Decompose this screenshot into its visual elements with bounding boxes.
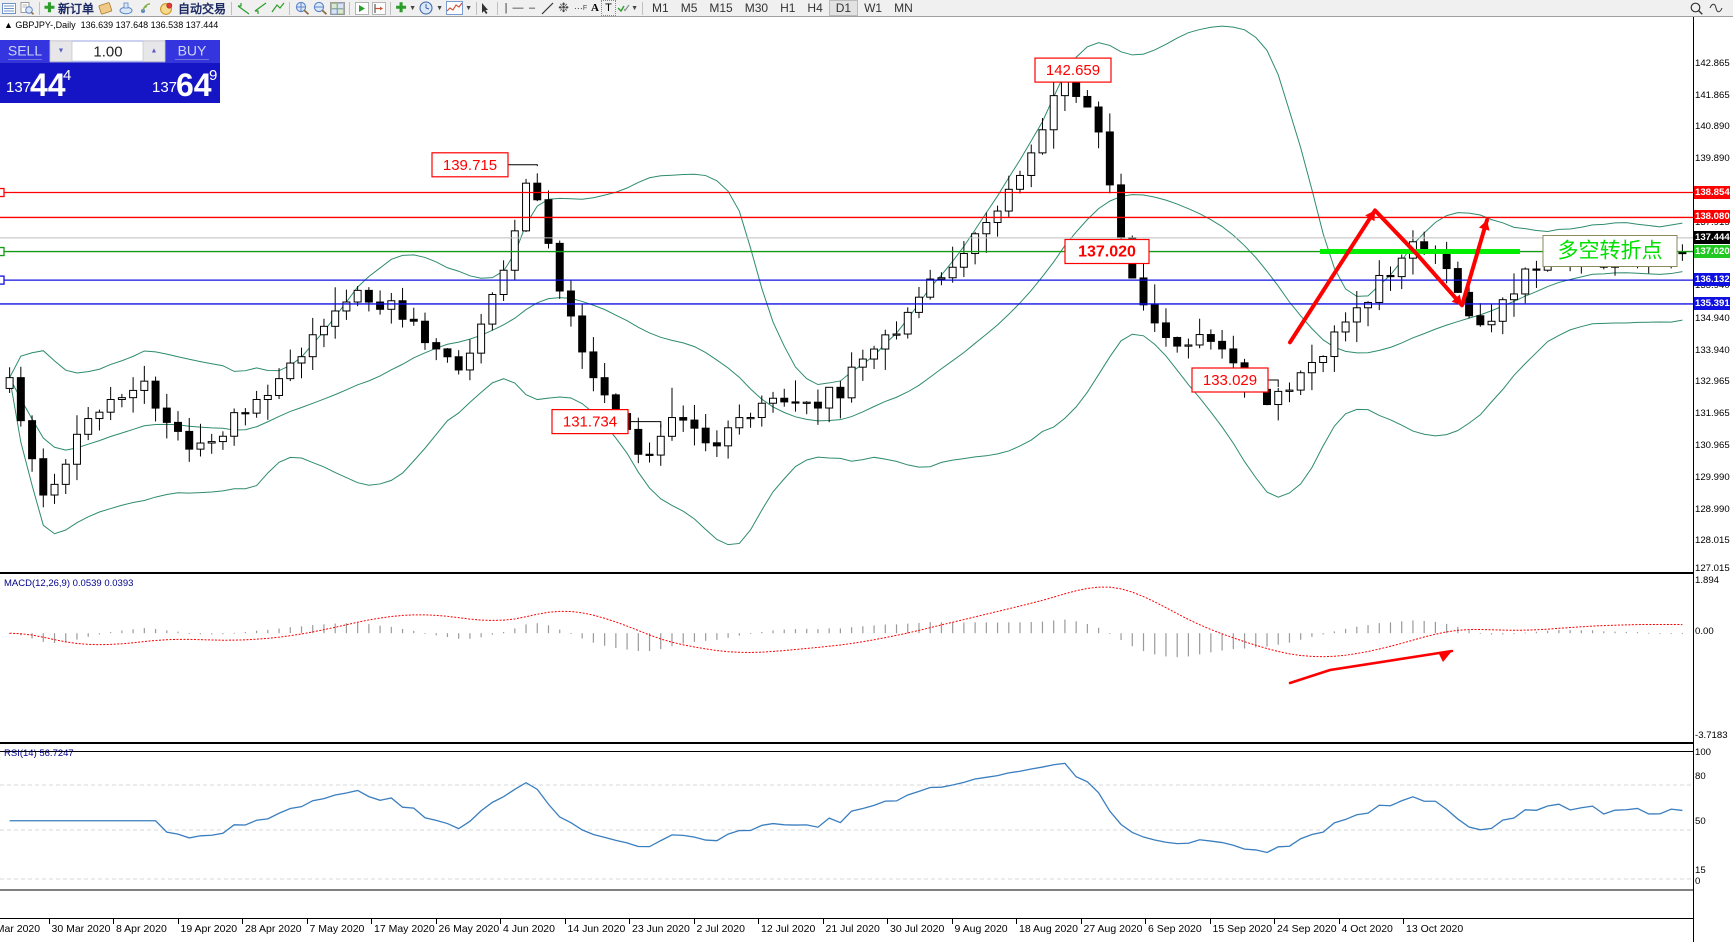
svg-text:133.029: 133.029 (1203, 372, 1257, 389)
svg-text:131.734: 131.734 (563, 414, 617, 431)
svg-text:142.659: 142.659 (1046, 62, 1100, 79)
svg-text:139.715: 139.715 (443, 157, 497, 174)
svg-text:137.020: 137.020 (1078, 244, 1136, 261)
svg-text:多空转折点: 多空转折点 (1558, 240, 1663, 263)
